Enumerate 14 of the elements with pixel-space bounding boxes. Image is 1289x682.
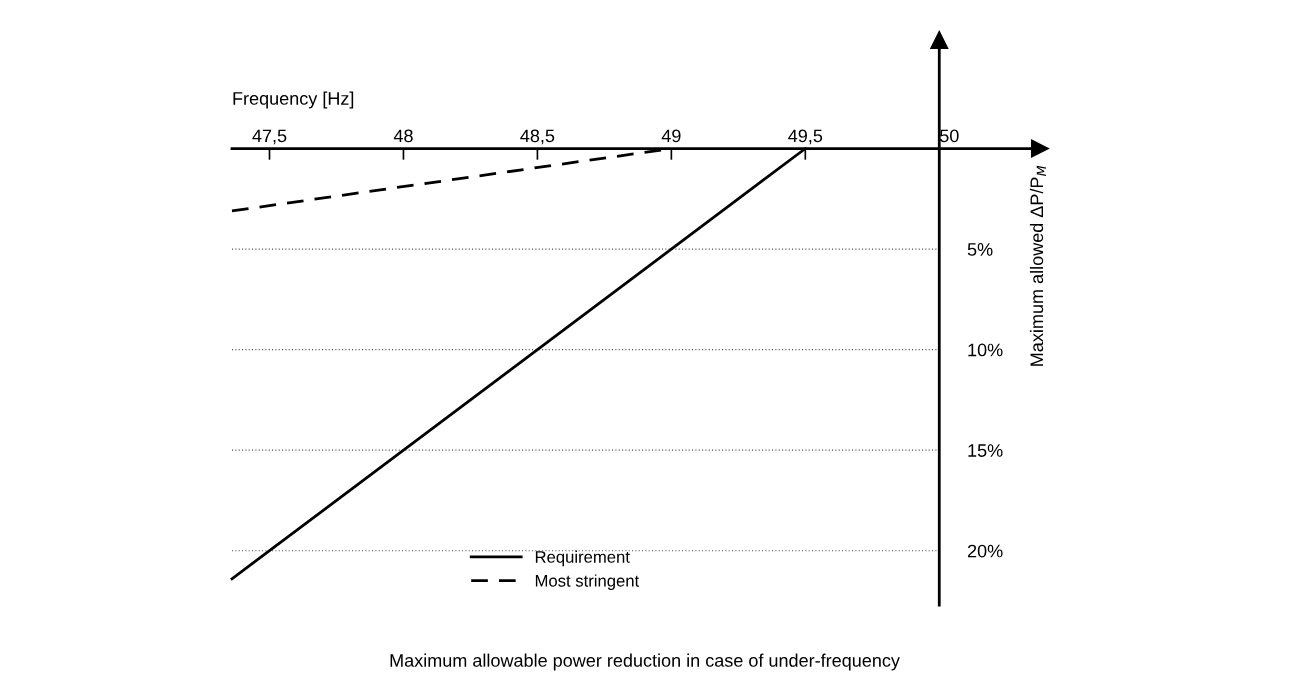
x-tick-label: 48,5: [520, 129, 555, 145]
x-tick-label: 49: [661, 129, 681, 143]
y-axis-title: Maximum allowed ΔP/P$_{M}$: [1029, 165, 1046, 366]
x-tick-label: 48: [393, 129, 413, 143]
legend-label: Requirement: [535, 550, 630, 567]
y-tick-label: 10%: [968, 343, 1003, 357]
y-tick-label: 15%: [968, 444, 1003, 457]
x-tick-label: 49,5: [788, 129, 823, 145]
legend-label: Most stringent: [535, 574, 640, 590]
text: Maximum allowable power reduction in case of under-frequency: [390, 653, 900, 671]
x-axis-title: Frequency [Hz]: [233, 91, 354, 109]
y-tick-label: 20%: [967, 544, 1003, 558]
y-tick-label: 5%: [967, 243, 993, 256]
x-tick-label: 47,5: [252, 129, 287, 145]
